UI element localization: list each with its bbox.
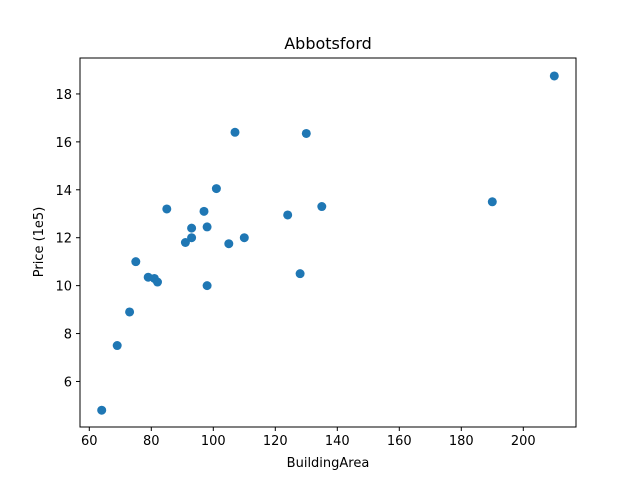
data-point <box>162 204 172 214</box>
data-points <box>97 71 559 415</box>
x-tick-label: 200 <box>511 434 536 449</box>
data-point <box>239 233 249 243</box>
y-tick-label: 8 <box>64 328 72 343</box>
data-point <box>283 210 293 220</box>
x-tick-label: 60 <box>81 434 98 449</box>
data-point <box>199 206 209 216</box>
data-point <box>125 307 135 317</box>
data-point <box>487 197 497 207</box>
x-tick-label: 160 <box>387 434 412 449</box>
chart-title: Abbotsford <box>284 34 372 53</box>
y-tick-label: 16 <box>55 136 72 151</box>
data-point <box>131 257 141 267</box>
y-tick-label: 14 <box>55 184 72 199</box>
x-tick-label: 100 <box>201 434 226 449</box>
x-tick-label: 120 <box>263 434 288 449</box>
data-point <box>301 128 311 138</box>
axis-ticks: 60 80 100 120 140 160 180 200 6 8 10 12 14 16 18 <box>55 88 535 449</box>
data-point <box>230 127 240 137</box>
data-point <box>224 239 234 249</box>
data-point <box>202 281 212 291</box>
x-tick-label: 140 <box>325 434 350 449</box>
data-point <box>317 202 327 212</box>
data-point <box>153 277 162 287</box>
x-tick-label: 180 <box>449 434 474 449</box>
y-tick-label: 18 <box>55 88 72 103</box>
x-tick-label: 80 <box>143 434 160 449</box>
y-axis-label: Price (1e5) <box>32 207 47 278</box>
y-tick-label: 6 <box>64 375 72 390</box>
data-point <box>202 222 212 232</box>
data-point <box>549 71 559 81</box>
x-axis-label: BuildingArea <box>287 456 370 471</box>
data-point <box>211 184 221 194</box>
data-point <box>97 405 107 415</box>
data-point <box>187 223 197 233</box>
plot-frame <box>79 57 577 428</box>
data-point <box>112 341 122 351</box>
y-tick-label: 10 <box>55 280 72 295</box>
data-point <box>295 269 305 279</box>
y-tick-label: 12 <box>55 232 72 247</box>
data-point <box>187 233 197 243</box>
data-point <box>180 238 190 247</box>
